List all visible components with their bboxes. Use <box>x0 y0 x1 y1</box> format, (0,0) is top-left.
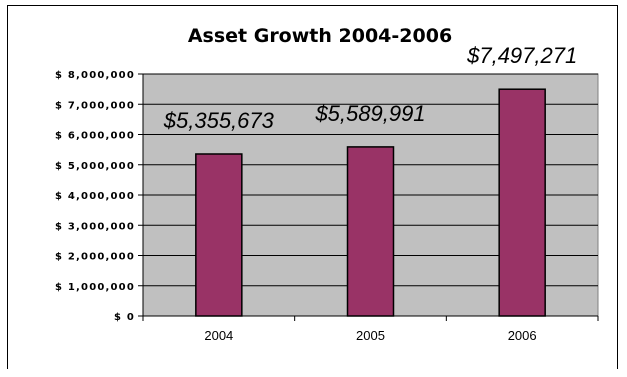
y-tick-label: $ 7,000,000 <box>55 100 135 111</box>
data-label: $7,497,271 <box>466 43 577 68</box>
bar-chart: Asset Growth 2004-2006 $ 0 $ 1,000,000 $ 2… <box>55 25 599 343</box>
y-tick-label: $ 2,000,000 <box>55 252 135 263</box>
x-tick-label: 2005 <box>356 328 385 343</box>
data-labels: $5,355,673 $5,589,991 $7,497,271 <box>163 43 577 133</box>
chart-title: Asset Growth 2004-2006 <box>188 25 452 47</box>
data-label: $5,589,991 <box>314 101 425 126</box>
y-tick-label: $ 3,000,000 <box>55 221 135 232</box>
bars <box>195 88 546 317</box>
y-tick-label: $ 0 <box>114 312 135 323</box>
x-tick-label: 2006 <box>508 328 537 343</box>
y-tick-label: $ 1,000,000 <box>55 282 135 293</box>
y-tick-label: $ 5,000,000 <box>55 161 135 172</box>
y-tick-label: $ 6,000,000 <box>55 131 135 142</box>
bar-2005 <box>346 146 395 317</box>
y-tick-label: $ 4,000,000 <box>55 191 135 202</box>
y-axis: $ 0 $ 1,000,000 $ 2,000,000 $ 3,000,000 $ 4,… <box>55 70 144 323</box>
bar-2004 <box>195 153 243 317</box>
bar-2006 <box>498 88 546 317</box>
y-tick-label: $ 8,000,000 <box>55 70 135 81</box>
x-axis: 2004 2005 2006 <box>142 315 599 343</box>
data-label: $5,355,673 <box>163 108 275 133</box>
x-tick-label: 2004 <box>204 328 233 343</box>
chart-frame: Asset Growth 2004-2006 $ 0 $ 1,000,000 $ 2… <box>7 5 618 369</box>
